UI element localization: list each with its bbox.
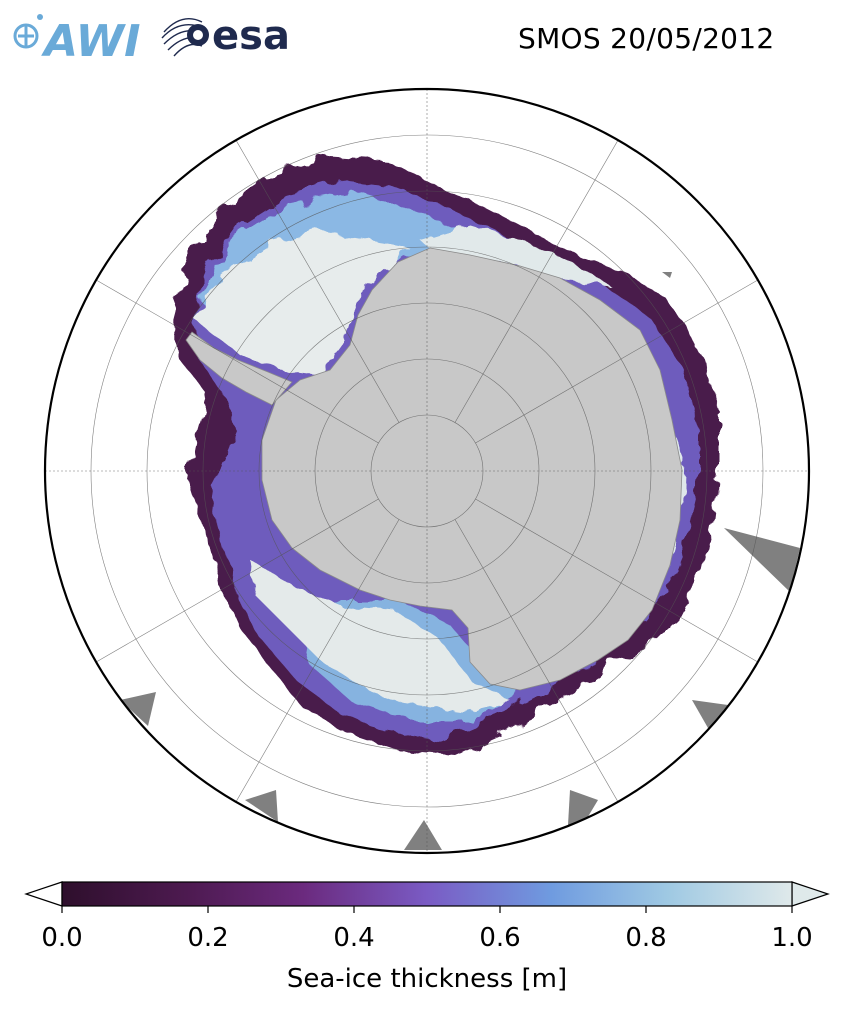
ice-thickest <box>195 232 410 375</box>
ice-thickest-ross <box>420 225 610 285</box>
meridian-line <box>96 498 379 663</box>
meridian-line <box>475 279 758 444</box>
antarctic-peninsula <box>185 331 293 406</box>
meridian-line <box>454 519 619 802</box>
awi-logo-text: AWI <box>41 16 141 62</box>
colorbar-tick-label: 0.8 <box>625 923 667 953</box>
colorbar <box>24 881 830 913</box>
meridian-line <box>454 140 619 423</box>
esa-logo-text: esa <box>212 13 290 59</box>
colorbar-ramp <box>61 881 793 907</box>
colorbar-tick-label: 0.0 <box>41 923 83 953</box>
ice-thickest-weddell <box>250 560 510 712</box>
meridian-line <box>96 279 379 444</box>
central-meridians <box>45 89 809 853</box>
colorbar-tick-label: 0.2 <box>187 923 229 953</box>
colorbar-tick-label: 0.4 <box>333 923 375 953</box>
awi-logo: AWI <box>13 14 141 62</box>
map-title: SMOS 20/05/2012 <box>518 22 775 55</box>
colorbar-extend-high <box>791 881 830 907</box>
colorbar-tick-label: 1.0 <box>771 923 813 953</box>
colorbar-extend-low <box>24 881 63 907</box>
map-boundary <box>43 87 811 855</box>
meridian-line <box>235 140 400 423</box>
meridian-line <box>235 519 400 802</box>
meridian-line <box>475 498 758 663</box>
colorbar-title: Sea-ice thickness [m] <box>286 964 568 994</box>
antarctica <box>261 247 683 691</box>
no-data-wedges <box>120 272 800 850</box>
esa-logo: esa <box>161 13 290 59</box>
colorbar-tick-label: 0.6 <box>479 923 521 953</box>
